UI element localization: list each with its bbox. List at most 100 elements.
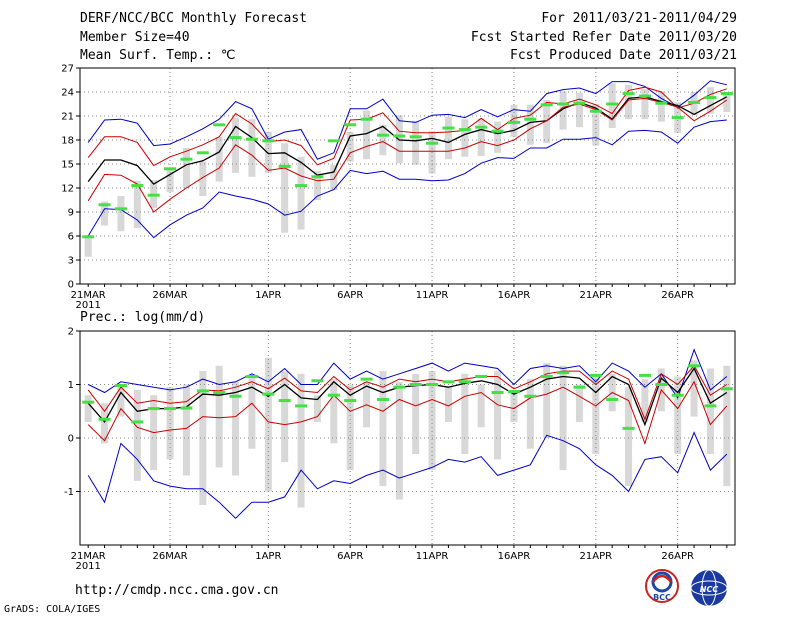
temp-year-label: 2011: [75, 300, 100, 311]
temp-observed-marker: [720, 92, 733, 96]
prec-member-range-bar: [690, 360, 698, 417]
prec-member-range-bar: [232, 381, 240, 476]
temp-member-range-bar: [477, 118, 485, 156]
temp-xtick-label: 21APR: [580, 290, 613, 301]
variable-label: Mean Surf. Temp.: ℃: [80, 48, 236, 63]
temp-member-range-bar: [412, 120, 420, 165]
bcc-logo-text: BCC: [653, 593, 671, 602]
prec-ytick-label: 0: [68, 434, 74, 445]
prec-observed-marker: [114, 384, 127, 388]
prec-observed-marker: [82, 400, 95, 404]
temp-member-range-bar: [706, 87, 714, 114]
temp-member-range-bar: [543, 100, 551, 144]
temp-series-min: [87, 119, 727, 239]
prec-observed-marker: [540, 374, 553, 378]
prec-member-range-bar: [706, 368, 714, 455]
temp-observed-marker: [393, 134, 406, 138]
ncc-logo-text: NCC: [700, 585, 719, 594]
temp-observed-marker: [295, 184, 308, 188]
temp-observed-marker: [491, 129, 504, 133]
prec-member-range-bar: [101, 403, 109, 444]
prec-member-range-bar: [494, 371, 502, 460]
prec-member-range-bar: [575, 384, 583, 422]
temp-observed-marker: [671, 116, 684, 120]
prec-member-range-bar: [723, 365, 731, 487]
prec-observed-marker: [262, 392, 275, 396]
prec-series-lower: [87, 380, 728, 445]
prec-member-range-bar: [117, 384, 125, 417]
temp-member-range-bar: [101, 201, 109, 226]
temp-series-lower: [87, 97, 728, 213]
forecast-period: For 2011/03/21-2011/04/29: [541, 11, 737, 26]
member-size: Member Size=40: [80, 30, 190, 45]
temp-member-range-bar: [133, 180, 141, 228]
prec-observed-marker: [655, 383, 668, 386]
prec-observed-marker: [704, 404, 717, 408]
prec-observed-marker: [196, 389, 209, 393]
temp-member-range-bar: [461, 119, 469, 157]
prec-observed-marker: [164, 407, 177, 411]
prec-observed-marker: [393, 385, 406, 389]
prec-member-range-bar: [641, 379, 649, 422]
temp-member-range-bar: [313, 171, 321, 200]
temp-ytick-label: 18: [61, 136, 74, 147]
prec-observed-marker: [442, 380, 455, 384]
temp-ytick-label: 9: [68, 208, 74, 219]
temp-observed-marker: [376, 133, 389, 137]
precipitation-panel: -1 0 1 2 21MAR 26MAR 1APR 6APR 11APR 16APR 21APR 26…: [64, 327, 736, 572]
prec-observed-marker: [557, 371, 570, 375]
temp-ytick-label: 24: [61, 88, 74, 99]
prec-series-upper: [87, 364, 728, 421]
prec-year-label: 2011: [75, 561, 100, 572]
prec-member-range-bar: [297, 373, 305, 508]
prec-observed-marker: [327, 393, 340, 397]
prec-member-range-bar: [248, 376, 256, 449]
temp-observed-marker: [311, 175, 324, 179]
temp-xtick-label: 6APR: [337, 290, 363, 301]
prec-member-range-bar: [526, 379, 534, 449]
temp-member-range-bar: [346, 132, 354, 162]
bcc-logo: BCC: [645, 569, 679, 603]
prec-member-range-bar: [133, 389, 141, 481]
temp-observed-marker: [229, 136, 242, 140]
prec-member-range-bar: [444, 387, 452, 422]
temp-observed-marker: [638, 94, 651, 98]
temp-observed-marker: [262, 139, 275, 143]
prec-observed-marker: [720, 387, 733, 391]
prec-series-mean: [87, 367, 728, 427]
precip-panel-title: Prec.: log(mm/d): [80, 310, 206, 325]
prec-member-range-bar: [543, 363, 551, 438]
temp-ytick-label: 21: [61, 112, 74, 123]
temp-xtick-label: 21MAR: [71, 290, 106, 301]
prec-xtick-label: 6APR: [337, 551, 363, 562]
prec-member-range-bar: [264, 357, 272, 492]
temp-observed-marker: [114, 207, 127, 211]
temp-series-mean: [87, 96, 728, 185]
temp-member-range-bar: [379, 124, 387, 156]
prec-observed-marker: [638, 373, 651, 377]
temp-member-range-bar: [215, 136, 223, 182]
temp-member-range-bar: [657, 91, 665, 122]
prec-xtick-label: 21MAR: [71, 551, 106, 562]
temp-observed-marker: [344, 123, 357, 127]
temp-observed-marker: [589, 109, 602, 113]
temp-xtick-label: 11APR: [416, 290, 449, 301]
source-url[interactable]: http://cmdp.ncc.cma.gov.cn: [75, 583, 279, 598]
temp-observed-marker: [458, 128, 471, 132]
prec-observed-marker: [606, 397, 619, 401]
temp-member-range-bar: [297, 156, 305, 230]
temp-observed-marker: [245, 137, 258, 141]
temp-member-range-bar: [608, 83, 616, 128]
temp-member-range-bar: [641, 88, 649, 120]
temp-member-range-bar: [526, 104, 534, 145]
temp-xtick-label: 26MAR: [152, 290, 187, 301]
prec-member-range-bar: [428, 371, 436, 471]
prec-xtick-label: 26MAR: [152, 551, 187, 562]
prec-member-range-bar: [281, 371, 289, 463]
prec-member-range-bar: [592, 373, 600, 455]
temp-member-range-bar: [199, 161, 207, 196]
prec-member-range-bar: [199, 371, 207, 505]
temp-ytick-label: 6: [68, 232, 74, 243]
temp-observed-marker: [278, 164, 291, 168]
